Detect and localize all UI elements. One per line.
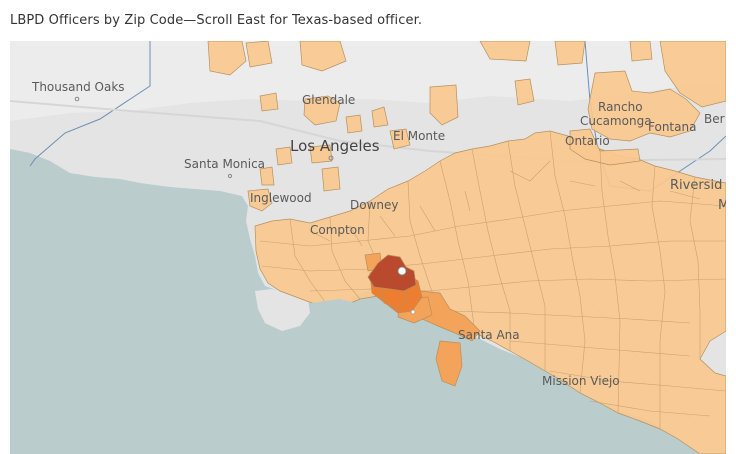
label-santa-monica: Santa Monica <box>184 157 265 171</box>
zip-region[interactable] <box>429 84 459 126</box>
zip-region[interactable] <box>629 41 653 62</box>
zip-regions-low[interactable] <box>207 41 726 454</box>
harbor-water <box>312 299 355 319</box>
label-inglewood: Inglewood <box>250 191 312 205</box>
zip-region[interactable] <box>303 95 341 126</box>
zip-region[interactable] <box>371 106 389 128</box>
zip-region[interactable] <box>259 92 279 112</box>
zip-region-highest[interactable] <box>367 254 417 292</box>
city-dot <box>227 173 233 179</box>
zip-region[interactable] <box>345 114 363 134</box>
label-riverside: Riversid <box>670 178 722 193</box>
zip-region[interactable] <box>309 144 333 164</box>
zip-region[interactable] <box>207 41 247 76</box>
city-dot <box>328 155 334 161</box>
mountain-area <box>10 41 726 121</box>
city-marker <box>410 309 416 315</box>
label-mission-viejo: Mission Viejo <box>542 374 620 388</box>
label-rancho: Rancho <box>598 100 643 114</box>
zip-code-map[interactable]: Thousand Oaks Glendale Rancho Cucamonga … <box>10 41 726 454</box>
zip-region[interactable] <box>245 41 273 68</box>
zip-region[interactable] <box>569 128 641 166</box>
label-fontana: Fontana <box>648 120 696 134</box>
label-cucamonga: Cucamonga <box>580 114 652 128</box>
zip-region[interactable] <box>321 166 341 192</box>
label-los-angeles: Los Angeles <box>290 137 380 155</box>
label-downey: Downey <box>350 198 399 212</box>
label-thousand-oaks: Thousand Oaks <box>31 80 125 94</box>
zip-region[interactable] <box>389 128 411 150</box>
county-boundary <box>29 41 151 167</box>
label-glendale: Glendale <box>302 93 355 107</box>
city-marker <box>397 266 407 276</box>
map-title: LBPD Officers by Zip Code—Scroll East fo… <box>10 13 423 28</box>
label-ontario: Ontario <box>565 134 610 148</box>
zip-region[interactable] <box>299 41 347 72</box>
zip-region[interactable] <box>514 78 535 106</box>
palos-verdes <box>255 289 310 331</box>
label-santa-ana: Santa Ana <box>458 328 520 342</box>
map-canvas[interactable]: Thousand Oaks Glendale Rancho Cucamonga … <box>10 41 726 454</box>
zip-region-medium[interactable] <box>435 340 463 387</box>
zip-region[interactable] <box>554 41 586 66</box>
zip-region[interactable] <box>259 166 275 186</box>
zip-region[interactable] <box>587 70 701 142</box>
zip-region[interactable] <box>275 146 293 166</box>
zip-region[interactable] <box>659 41 726 108</box>
label-ber: Ber <box>704 112 725 126</box>
city-dot <box>74 96 80 102</box>
zip-region[interactable] <box>479 41 531 62</box>
label-m: M <box>718 198 726 213</box>
zip-regions-high[interactable] <box>367 254 423 315</box>
place-labels: Thousand Oaks Glendale Rancho Cucamonga … <box>31 80 726 388</box>
label-compton: Compton <box>310 223 365 237</box>
zip-region[interactable] <box>247 188 273 212</box>
label-el-monte: El Monte <box>393 129 445 143</box>
